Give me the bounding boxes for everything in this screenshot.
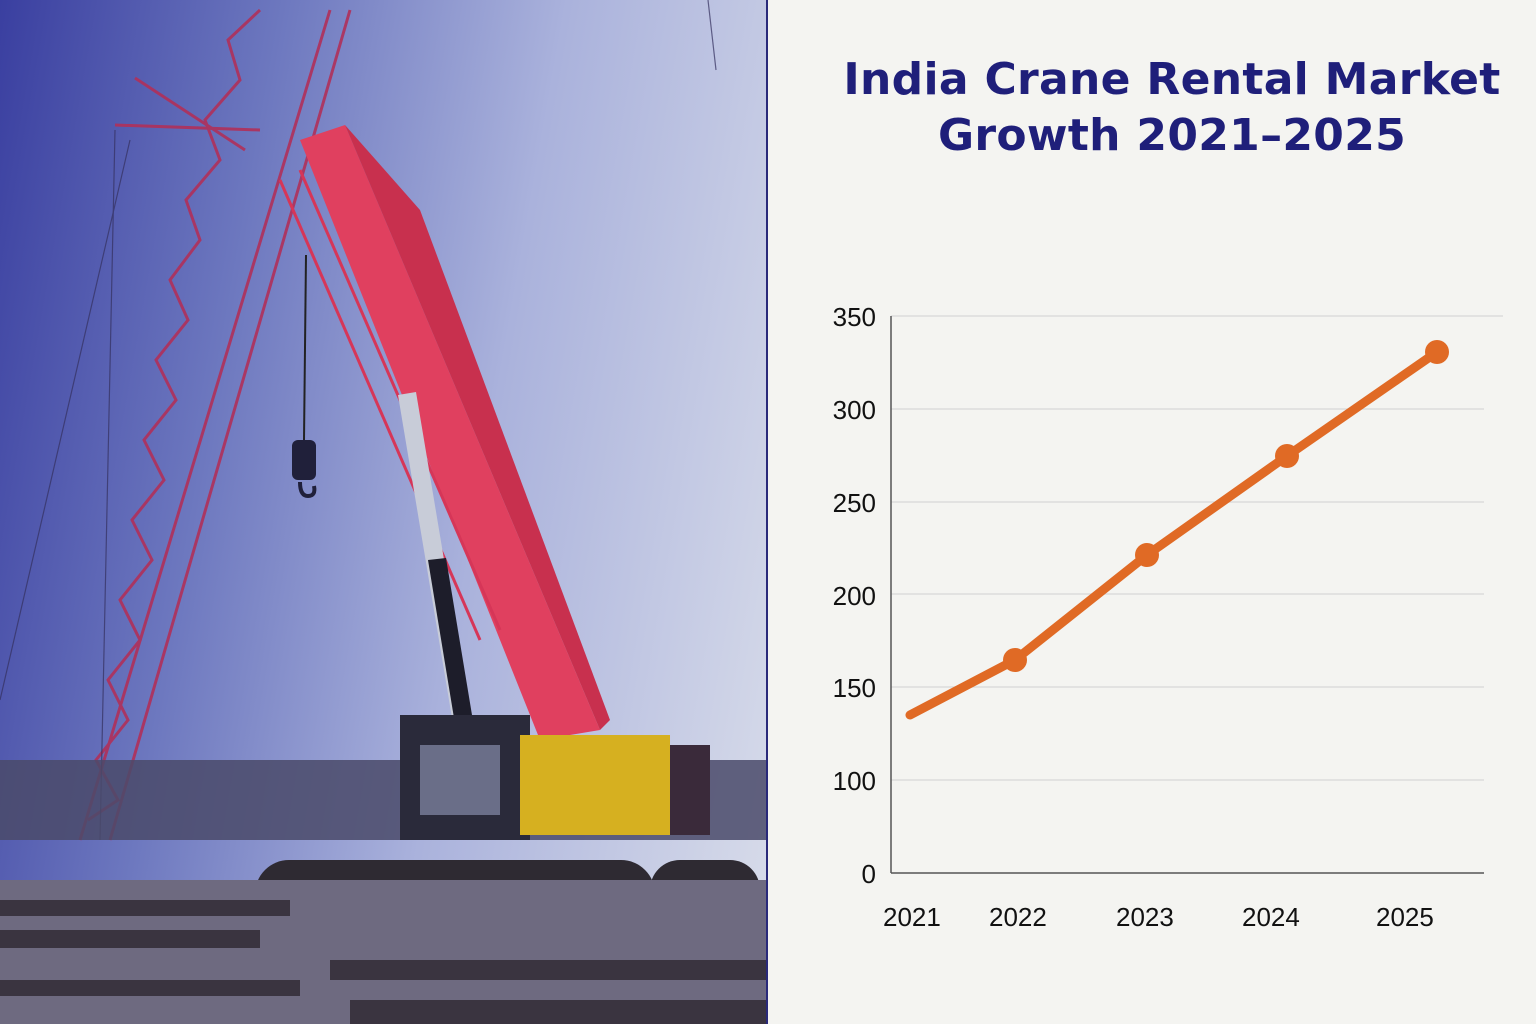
x-tick-2023: 2023 [1116, 902, 1174, 932]
x-tick-2025: 2025 [1376, 902, 1434, 932]
line-chart [890, 315, 1503, 874]
y-tick-100: 100 [832, 766, 876, 796]
x-tick-2022: 2022 [989, 902, 1047, 932]
x-tick-2021: 2021 [883, 902, 941, 932]
y-tick-250: 250 [832, 488, 876, 518]
y-tick-200: 200 [832, 581, 876, 611]
y-tick-0: 0 [861, 859, 876, 889]
point-2023 [1135, 543, 1159, 567]
chart-title-line2: Growth 2021–2025 [937, 110, 1407, 161]
chart-title-line1: India Crane Rental Market [843, 54, 1501, 105]
series-line [905, 347, 1442, 720]
gridlines [891, 315, 1503, 781]
crane-photo [0, 0, 768, 1024]
y-tick-300: 300 [832, 395, 876, 425]
crane-illustration [0, 0, 766, 1024]
y-tick-150: 150 [832, 673, 876, 703]
chart-panel: India Crane Rental Market Growth 2021–20… [768, 0, 1536, 1024]
point-2025 [1425, 340, 1449, 364]
data-points [1003, 340, 1449, 672]
chart-title: India Crane Rental Market Growth 2021–20… [788, 52, 1536, 164]
x-tick-2024: 2024 [1242, 902, 1300, 932]
y-tick-350: 350 [832, 302, 876, 332]
point-2024 [1275, 444, 1299, 468]
point-2022 [1003, 648, 1027, 672]
